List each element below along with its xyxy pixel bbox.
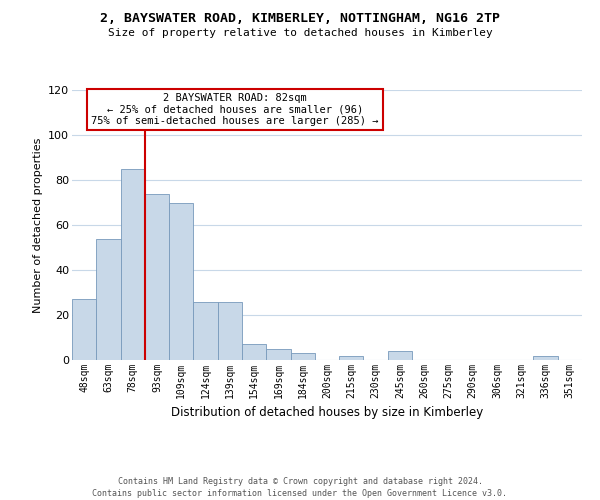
Bar [72, 299, 96, 360]
Text: Size of property relative to detached houses in Kimberley: Size of property relative to detached ho… [107, 28, 493, 38]
Bar [145, 194, 169, 360]
Bar [169, 202, 193, 360]
Text: Contains HM Land Registry data © Crown copyright and database right 2024.: Contains HM Land Registry data © Crown c… [118, 478, 482, 486]
X-axis label: Distribution of detached houses by size in Kimberley: Distribution of detached houses by size … [171, 406, 483, 420]
Bar [193, 302, 218, 360]
Bar [218, 302, 242, 360]
Y-axis label: Number of detached properties: Number of detached properties [32, 138, 43, 312]
Bar [388, 351, 412, 360]
Bar [121, 169, 145, 360]
Bar [533, 356, 558, 360]
Bar [242, 344, 266, 360]
Bar [339, 356, 364, 360]
Text: Contains public sector information licensed under the Open Government Licence v3: Contains public sector information licen… [92, 489, 508, 498]
Text: 2, BAYSWATER ROAD, KIMBERLEY, NOTTINGHAM, NG16 2TP: 2, BAYSWATER ROAD, KIMBERLEY, NOTTINGHAM… [100, 12, 500, 26]
Text: 2 BAYSWATER ROAD: 82sqm
← 25% of detached houses are smaller (96)
75% of semi-de: 2 BAYSWATER ROAD: 82sqm ← 25% of detache… [91, 92, 379, 126]
Bar [266, 349, 290, 360]
Bar [290, 353, 315, 360]
Bar [96, 238, 121, 360]
